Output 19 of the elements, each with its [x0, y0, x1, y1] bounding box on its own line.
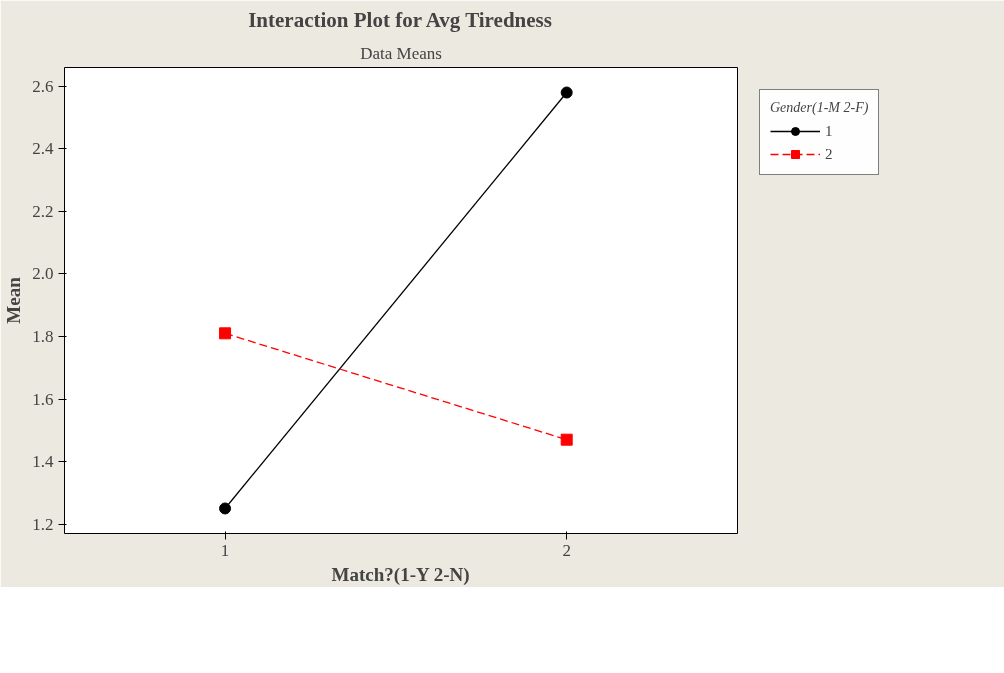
point — [560, 433, 573, 446]
y-tick-label: 1.6 — [32, 389, 54, 409]
legend-label: 1 — [825, 122, 834, 140]
y-tick-label: 1.8 — [32, 326, 54, 346]
point — [219, 327, 232, 340]
point — [219, 502, 232, 515]
chart-title: Interaction Plot for Avg Tiredness — [248, 7, 552, 32]
y-tick-label: 1.4 — [32, 452, 54, 472]
point — [560, 86, 573, 99]
y-tick-label: 2.2 — [32, 201, 54, 221]
x-axis-title: Match?(1-Y 2-N) — [331, 563, 470, 586]
y-tick-label: 2.6 — [32, 76, 54, 96]
y-axis-title: Mean — [3, 276, 25, 324]
chart-subtitle: Data Means — [360, 43, 442, 63]
legend-title: Gender(1-M 2-F) — [770, 100, 869, 116]
y-tick-label: 1.2 — [32, 514, 54, 534]
y-tick-label: 2.0 — [32, 264, 54, 284]
legend-label: 2 — [825, 145, 834, 163]
y-tick-label: 2.4 — [32, 139, 54, 159]
